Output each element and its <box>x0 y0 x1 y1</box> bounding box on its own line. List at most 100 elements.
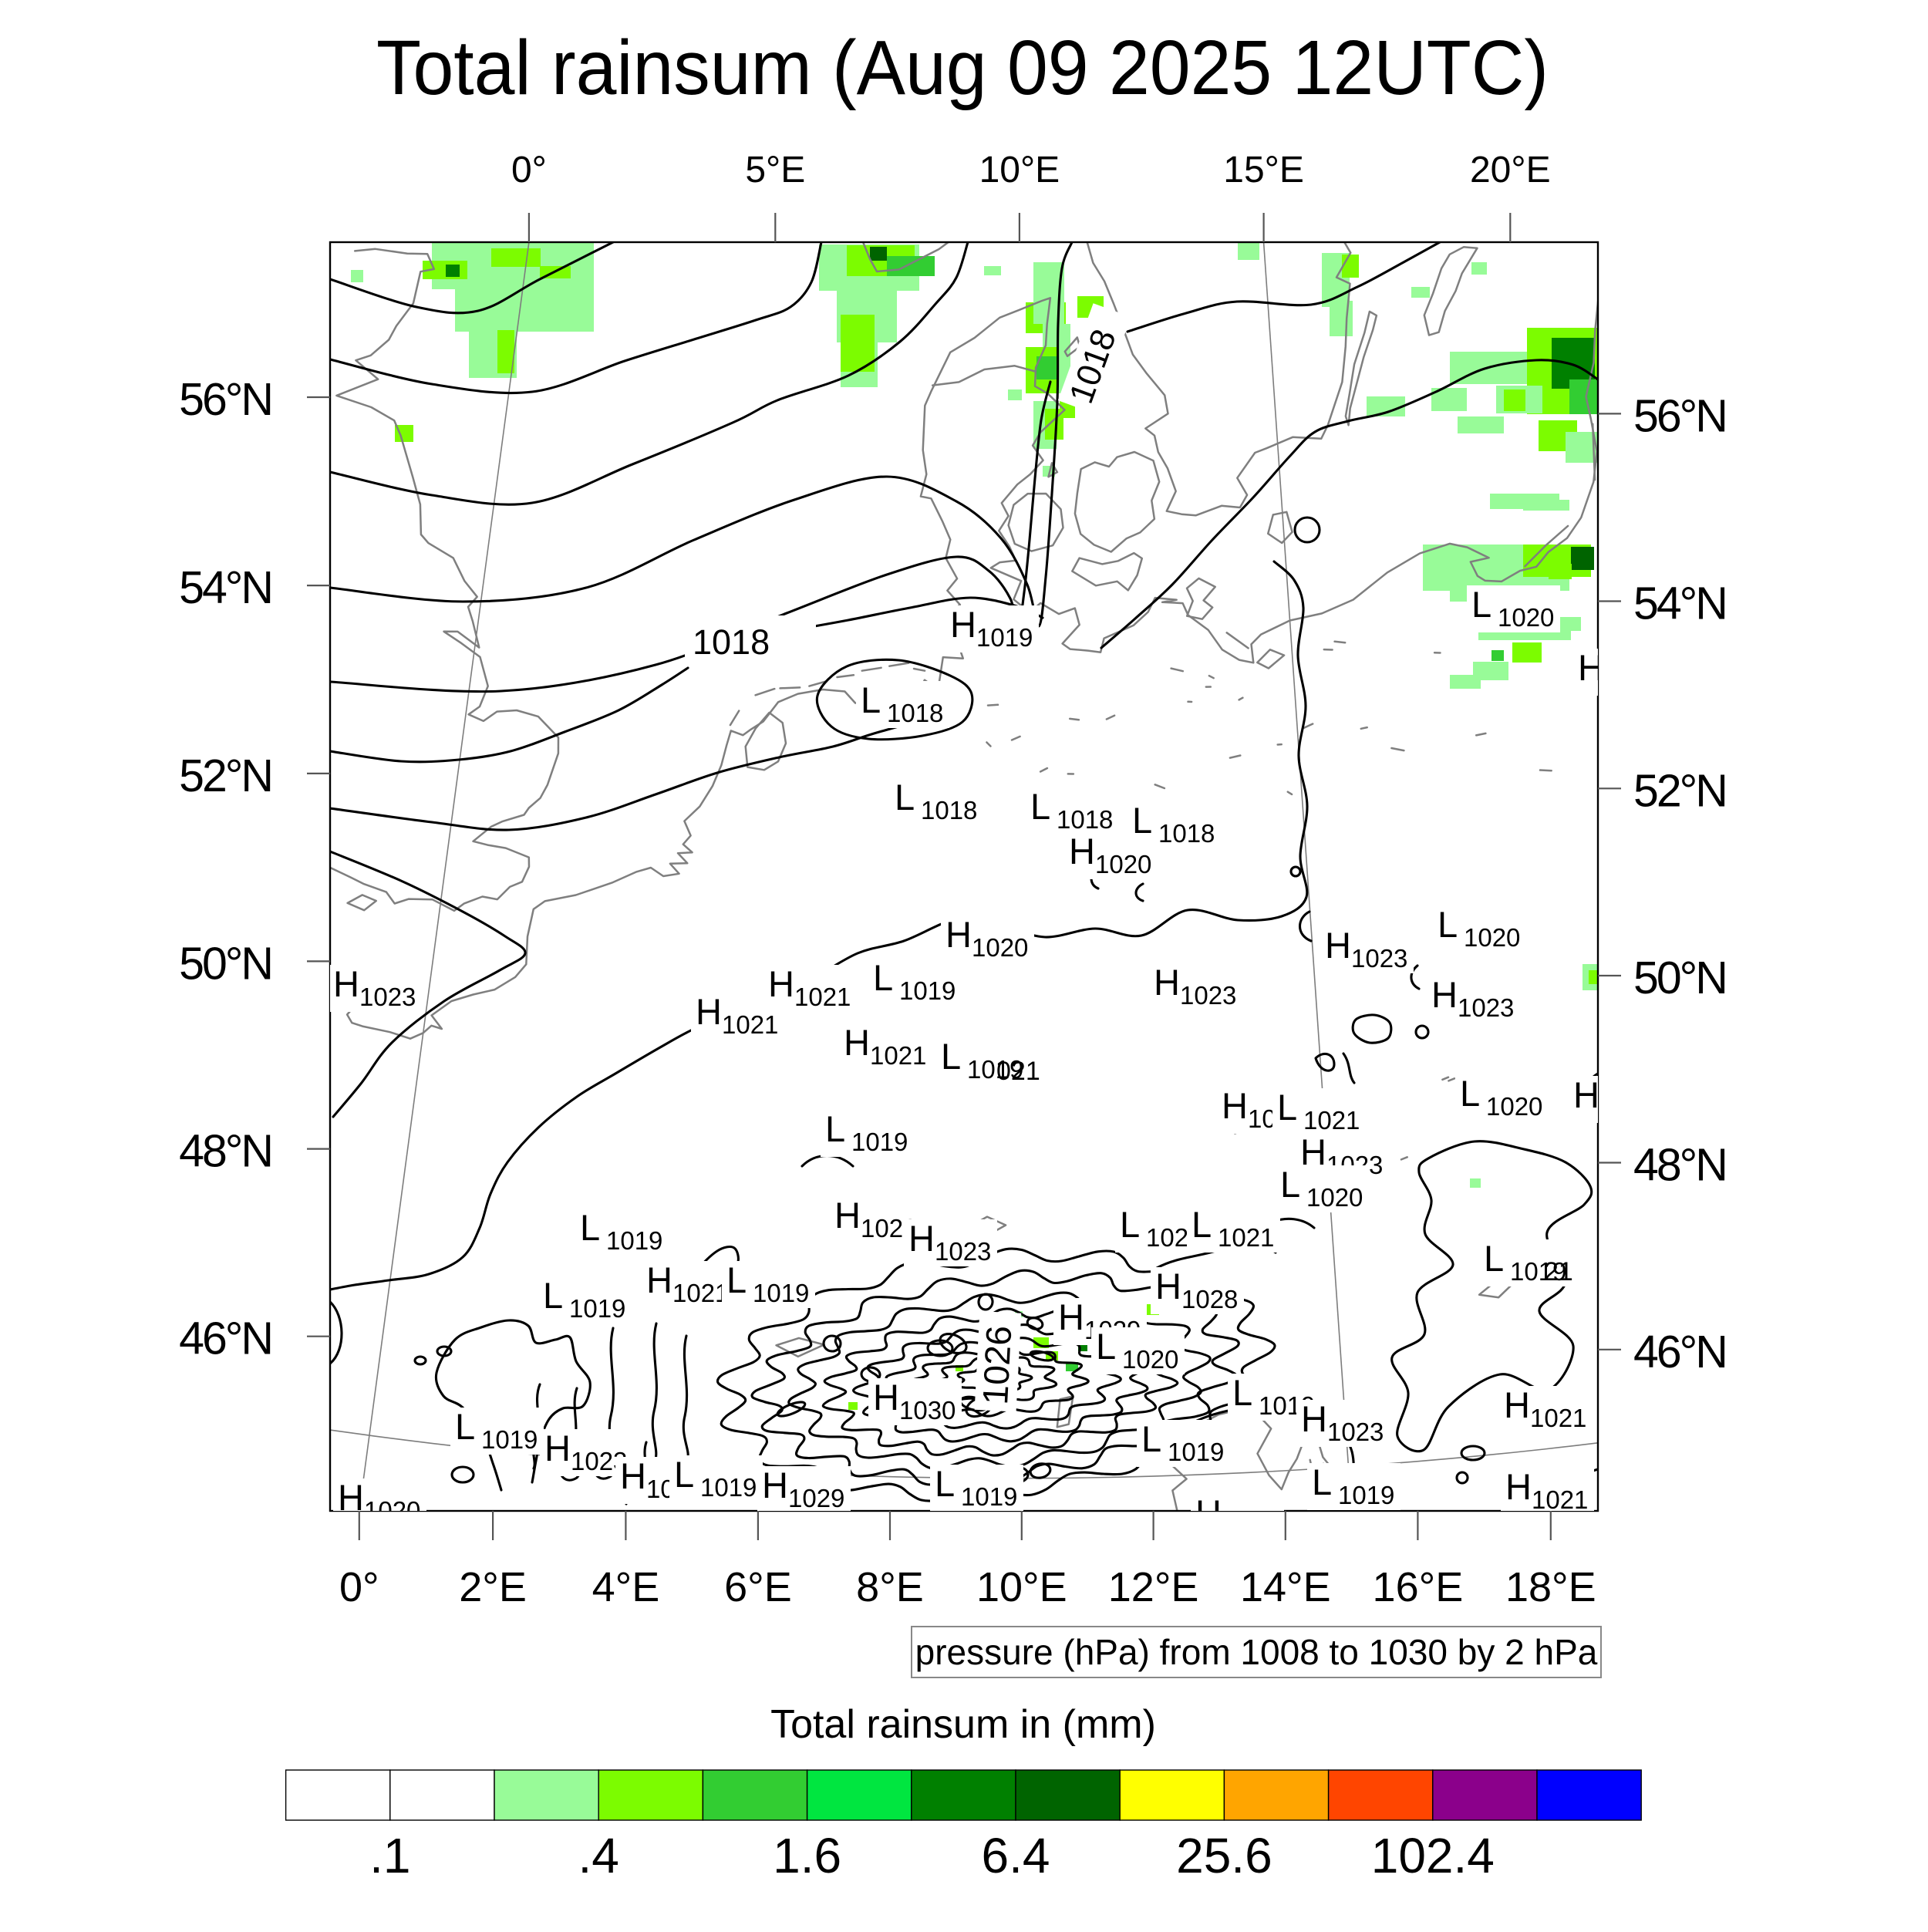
svg-text:.4: .4 <box>578 1828 619 1883</box>
svg-text:H: H <box>1325 925 1351 966</box>
svg-text:2°E: 2°E <box>459 1564 527 1610</box>
svg-text:1020: 1020 <box>1498 603 1554 632</box>
svg-text:L: L <box>1096 1326 1116 1367</box>
svg-text:1019: 1019 <box>976 623 1033 652</box>
svg-text:1021: 1021 <box>1218 1223 1274 1252</box>
svg-text:1021: 1021 <box>794 983 851 1011</box>
svg-text:1019: 1019 <box>851 1128 908 1156</box>
svg-text:H: H <box>646 1259 672 1300</box>
svg-text:1020: 1020 <box>1122 1345 1178 1374</box>
svg-text:1.6: 1.6 <box>773 1828 841 1883</box>
svg-text:H: H <box>834 1195 861 1236</box>
svg-text:50°N: 50°N <box>1633 953 1726 1003</box>
svg-text:pressure (hPa) from 1008 to 10: pressure (hPa) from 1008 to 1030 by 2 hP… <box>915 1632 1598 1672</box>
svg-text:1020: 1020 <box>1306 1183 1363 1212</box>
svg-text:L: L <box>873 957 893 998</box>
svg-text:H: H <box>873 1377 899 1418</box>
svg-text:H: H <box>1154 962 1180 1003</box>
svg-text:H: H <box>1069 831 1095 872</box>
svg-text:56°N: 56°N <box>179 374 271 425</box>
svg-text:1023: 1023 <box>1327 1418 1384 1446</box>
svg-text:H: H <box>1058 1296 1084 1337</box>
svg-text:021: 021 <box>996 1057 1040 1086</box>
svg-text:12°E: 12°E <box>1108 1564 1199 1610</box>
svg-text:Total rainsum in (mm): Total rainsum in (mm) <box>770 1702 1156 1747</box>
svg-text:H: H <box>544 1428 571 1468</box>
svg-text:L: L <box>674 1454 694 1495</box>
svg-text:1023: 1023 <box>935 1237 991 1266</box>
svg-text:1029: 1029 <box>788 1484 844 1512</box>
svg-text:H: H <box>620 1455 646 1496</box>
svg-text:8°E: 8°E <box>856 1564 924 1610</box>
svg-text:H: H <box>1155 1266 1181 1307</box>
svg-text:1023: 1023 <box>1458 993 1514 1022</box>
svg-text:H: H <box>945 914 972 955</box>
svg-text:48°N: 48°N <box>179 1126 271 1177</box>
svg-text:1018: 1018 <box>1057 805 1113 834</box>
svg-text:6.4: 6.4 <box>982 1828 1050 1883</box>
svg-text:25.6: 25.6 <box>1176 1828 1272 1883</box>
svg-text:1018: 1018 <box>887 699 943 727</box>
svg-text:1019: 1019 <box>700 1473 757 1502</box>
svg-text:54°N: 54°N <box>1633 578 1726 629</box>
svg-text:21: 21 <box>1544 1257 1573 1286</box>
svg-text:1020: 1020 <box>1464 923 1520 952</box>
svg-text:L: L <box>455 1406 475 1447</box>
svg-text:L: L <box>726 1259 747 1300</box>
svg-text:1021: 1021 <box>1532 1485 1588 1514</box>
svg-text:L: L <box>1030 786 1050 827</box>
svg-text:1020: 1020 <box>1095 850 1151 878</box>
svg-text:H: H <box>1505 1466 1532 1507</box>
svg-text:50°N: 50°N <box>179 938 271 989</box>
svg-text:L: L <box>580 1207 600 1248</box>
svg-text:1030: 1030 <box>899 1396 956 1425</box>
svg-text:Total rainsum (Aug 09 2025 12U: Total rainsum (Aug 09 2025 12UTC) <box>376 25 1549 111</box>
svg-text:L: L <box>543 1275 563 1316</box>
svg-text:1019: 1019 <box>1510 1257 1566 1286</box>
svg-text:56°N: 56°N <box>1633 390 1726 441</box>
svg-text:L: L <box>1484 1238 1504 1279</box>
svg-text:1020: 1020 <box>364 1496 420 1525</box>
svg-text:L: L <box>1141 1418 1161 1459</box>
svg-text:H: H <box>762 1465 788 1505</box>
svg-text:L: L <box>1312 1462 1332 1502</box>
svg-text:4°E: 4°E <box>592 1564 660 1610</box>
svg-text:1021: 1021 <box>1530 1404 1586 1432</box>
svg-text:H: H <box>908 1218 935 1259</box>
svg-text:46°N: 46°N <box>179 1313 271 1364</box>
svg-text:L: L <box>1232 1372 1252 1413</box>
svg-text:L: L <box>941 1036 961 1077</box>
svg-text:.1: .1 <box>369 1828 410 1883</box>
svg-text:H: H <box>1301 1398 1327 1439</box>
svg-text:1021: 1021 <box>1303 1106 1360 1135</box>
svg-text:52°N: 52°N <box>179 750 271 801</box>
svg-text:L: L <box>1460 1073 1480 1114</box>
svg-text:H: H <box>1573 1074 1599 1115</box>
svg-text:46°N: 46°N <box>1633 1327 1726 1377</box>
svg-text:1023: 1023 <box>359 983 416 1011</box>
svg-text:6°E: 6°E <box>724 1564 792 1610</box>
svg-text:L: L <box>1192 1204 1212 1245</box>
svg-text:L: L <box>825 1108 845 1149</box>
svg-text:H: H <box>950 604 976 645</box>
svg-text:1021: 1021 <box>870 1041 926 1070</box>
svg-text:H: H <box>696 991 722 1032</box>
svg-text:10°E: 10°E <box>979 150 1060 191</box>
svg-text:L: L <box>935 1463 955 1504</box>
svg-text:H: H <box>844 1022 870 1063</box>
svg-text:L: L <box>1471 584 1492 625</box>
svg-text:20°E: 20°E <box>1470 150 1551 191</box>
svg-text:H: H <box>1578 647 1604 688</box>
svg-text:L: L <box>1132 800 1152 841</box>
svg-text:L: L <box>895 777 915 818</box>
svg-text:1018: 1018 <box>693 622 770 662</box>
svg-text:L: L <box>861 679 881 720</box>
svg-text:1019: 1019 <box>606 1226 662 1255</box>
svg-text:L: L <box>1438 904 1458 945</box>
svg-text:H: H <box>333 963 359 1004</box>
svg-text:18°E: 18°E <box>1505 1564 1596 1610</box>
svg-text:L: L <box>1280 1164 1300 1205</box>
svg-text:10°E: 10°E <box>976 1564 1067 1610</box>
svg-text:L: L <box>1277 1087 1297 1128</box>
svg-text:14°E: 14°E <box>1240 1564 1331 1610</box>
